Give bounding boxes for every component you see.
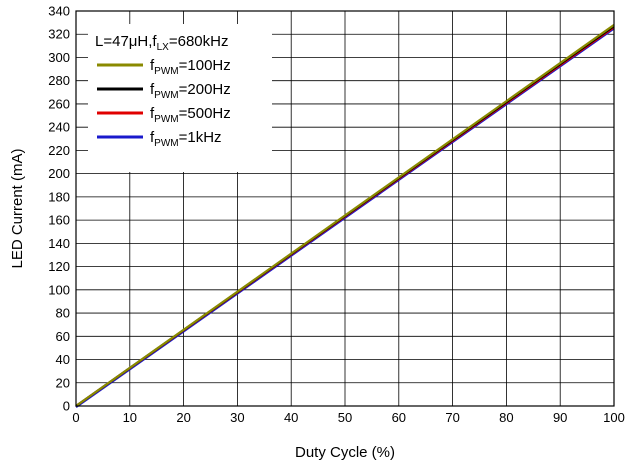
x-tick-label: 60 [392,410,406,425]
series-line [75,24,615,407]
y-tick-label: 300 [48,50,70,65]
series-lines [75,24,615,409]
legend: L=47μH,fLX=680kHz fPWM=100Hz fPWM=200Hz fPW… [88,24,272,172]
y-tick-label: 160 [48,213,70,228]
y-tick-label: 280 [48,73,70,88]
x-axis-label: Duty Cycle (%) [295,444,395,461]
legend-label: fPWM=500Hz [150,105,231,125]
x-tick-label: 0 [72,410,79,425]
y-tick-label: 80 [56,306,70,321]
legend-label: fPWM=200Hz [150,81,231,101]
y-tick-label: 260 [48,96,70,111]
x-axis-ticks: 0 10 20 30 40 50 60 70 80 90 100 [72,410,624,425]
y-tick-label: 220 [48,143,70,158]
y-tick-label: 340 [48,4,70,19]
legend-background [88,24,272,172]
y-tick-label: 240 [48,120,70,135]
y-tick-label: 140 [48,236,70,251]
y-axis-ticks: 0 20 40 60 80 100 120 140 160 180 200 220 240 260 280 3… [48,4,70,414]
y-tick-label: 60 [56,329,70,344]
y-tick-label: 40 [56,352,70,367]
y-tick-label: 180 [48,189,70,204]
x-tick-label: 40 [284,410,298,425]
y-axis-label: LED Current (mA) [9,148,26,268]
x-tick-label: 20 [176,410,190,425]
x-tick-label: 30 [230,410,244,425]
x-tick-label: 100 [603,410,625,425]
x-tick-label: 90 [553,410,567,425]
legend-label: fPWM=1kHz [150,129,222,149]
y-tick-label: 20 [56,375,70,390]
plot-frame [75,10,615,407]
x-tick-label: 80 [499,410,513,425]
x-tick-label: 50 [338,410,352,425]
y-tick-label: 120 [48,259,70,274]
y-tick-label: 100 [48,282,70,297]
x-tick-label: 10 [123,410,137,425]
legend-label: fPWM=100Hz [150,57,231,77]
legend-header: L=47μH,fLX=680kHz [95,33,228,53]
y-tick-label: 200 [48,166,70,181]
y-tick-label: 320 [48,27,70,42]
x-tick-label: 70 [445,410,459,425]
y-tick-label: 0 [63,399,70,414]
